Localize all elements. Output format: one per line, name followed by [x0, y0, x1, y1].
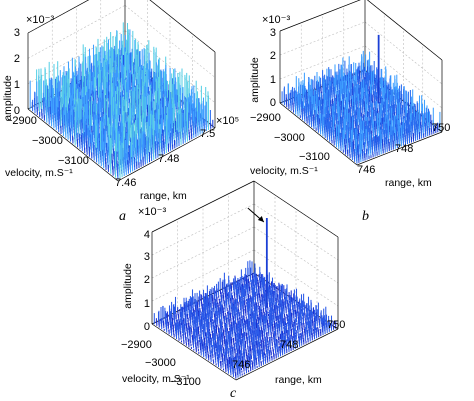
panel-c-mesh	[151, 180, 339, 381]
axis-edge	[235, 328, 339, 381]
axis-edge	[356, 131, 443, 166]
panel-a-z-tick: 2	[14, 53, 20, 65]
z-gridline	[253, 203, 339, 261]
panel-a-velocity-label: velocity, m.S⁻¹	[5, 167, 73, 179]
panel-c-range-label: range, km	[275, 374, 322, 386]
panel-b-velocity-tick: −3100	[299, 151, 330, 163]
panel-c-z-tick: 1	[144, 298, 150, 310]
panel-b-z-tick: 3	[270, 27, 276, 39]
z-gridline	[27, 5, 126, 59]
axis-edge	[151, 323, 237, 381]
panel-b-z-tick: 2	[270, 50, 276, 62]
panel-b-mesh	[279, 0, 443, 166]
panel-a-z-tick: 1	[14, 79, 20, 91]
panel-a-range-tick: 7.46	[115, 177, 136, 189]
panel-c-box	[151, 180, 339, 381]
axis-edge	[27, 0, 90, 34]
panel-c-velocity-tick: −2900	[121, 339, 152, 351]
panel-a: ×10⁻³ amplitude 3 2 1 0 −2900 −3000 −310…	[2, 0, 239, 224]
panel-a-velocity-tick: −3100	[58, 155, 89, 167]
panel-c-range-tick: 746	[232, 359, 250, 371]
axis-edge	[149, 0, 216, 53]
panel-c-z-tick: 4	[144, 229, 150, 241]
axis-edge	[279, 102, 358, 166]
panel-b-z-tick: 0	[270, 97, 276, 109]
panel-c-z-tick: 3	[144, 251, 150, 263]
panel-a-spikes	[29, 22, 214, 180]
panel-b-z-label: amplitude	[249, 57, 261, 103]
panel-c-z-tick: 2	[144, 274, 150, 286]
panel-a-range-tick: 7.5	[200, 128, 215, 140]
panel-b-range-tick: 746	[357, 164, 375, 176]
panel-b-velocity-tick: −3000	[274, 132, 305, 144]
panel-a-z-exponent: ×10⁻³	[26, 14, 54, 26]
panel-c-spikes	[153, 218, 337, 379]
panel-c-z-exponent: ×10⁻³	[138, 206, 166, 218]
panel-b-z-tick: 1	[270, 74, 276, 86]
panel-b-box	[279, 0, 443, 166]
panel-c-range-tick: 750	[327, 319, 345, 331]
panel-a-velocity-tick: −3000	[32, 135, 63, 147]
z-gridline	[124, 5, 216, 78]
panel-a-z-tick: 0	[14, 105, 20, 117]
panel-a-letter: a	[119, 209, 126, 224]
peak-arrow-head	[257, 216, 264, 223]
panel-b-spikes	[281, 34, 441, 164]
panel-c-velocity-tick: −3000	[145, 357, 176, 369]
panel-b-range-label: range, km	[385, 177, 432, 189]
panel-a-z-label: amplitude	[2, 75, 14, 121]
axis-edge	[117, 127, 216, 182]
panel-c-z-tick: 0	[144, 321, 150, 333]
panel-b-z-exponent: ×10⁻³	[262, 14, 290, 26]
panel-b-range-tick: 748	[395, 143, 413, 155]
axis-edge	[366, 0, 443, 61]
z-gridline	[151, 249, 255, 302]
axis-edge	[279, 0, 361, 32]
panel-c-velocity-tick: −3100	[170, 376, 201, 388]
axis-edge	[253, 180, 339, 238]
panel-b-velocity-label: velocity, m.S⁻¹	[250, 165, 318, 177]
axis-edge	[151, 180, 255, 233]
panel-c-range-tick: 748	[280, 339, 298, 351]
panel-a-velocity-tick: −2900	[6, 115, 37, 127]
panel-b: ×10⁻³ amplitude 3 2 1 0 −2900 −3000 −310…	[249, 0, 450, 224]
panel-b-velocity-tick: −2900	[250, 112, 281, 124]
panel-c: ×10⁻³ amplitude 4 3 2 1 0 −2900 −3000 −3…	[121, 180, 345, 401]
panel-a-range-tick: 7.48	[158, 153, 179, 165]
panel-c-z-label: amplitude	[122, 263, 134, 309]
panel-a-mesh	[27, 0, 216, 182]
panel-a-z-tick: 3	[14, 27, 20, 39]
panel-a-range-exponent: ×10⁵	[216, 115, 239, 127]
z-gridline	[253, 226, 339, 284]
z-gridline	[253, 249, 339, 307]
axis-edge	[27, 108, 119, 182]
panel-a-range-label: range, km	[140, 190, 187, 202]
panel-b-range-tick: 750	[432, 122, 450, 134]
panel-c-letter: c	[230, 386, 237, 401]
panel-b-letter: b	[362, 209, 369, 224]
panel-c-velocity-label: velocity, m.S⁻¹	[122, 373, 190, 385]
